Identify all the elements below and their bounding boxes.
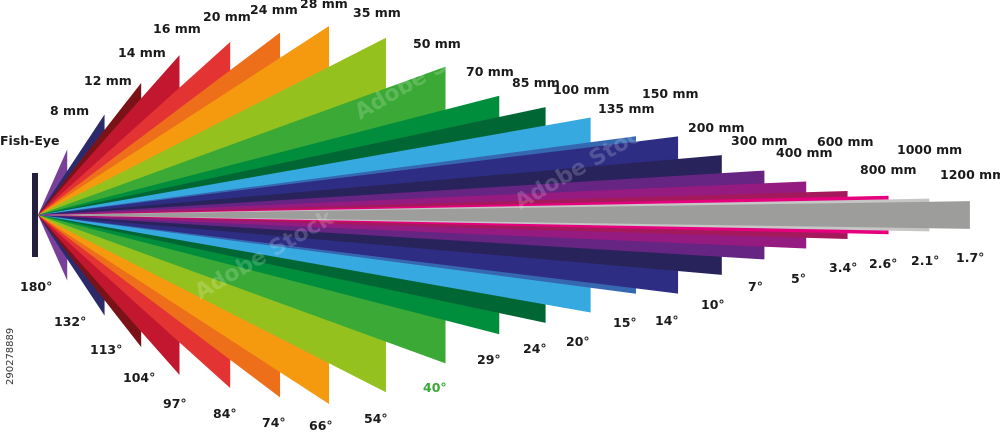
focal-length-label: 28 mm: [300, 0, 348, 11]
angle-of-view-label: 66°: [309, 418, 333, 433]
angle-of-view-label: 10°: [701, 297, 725, 312]
angle-of-view-label: 7°: [748, 279, 763, 294]
angle-of-view-label: 2.6°: [869, 256, 897, 271]
focal-length-label: 1200 mm: [940, 167, 1000, 182]
angle-of-view-label: 14°: [655, 313, 679, 328]
focal-length-label: 24 mm: [250, 2, 298, 17]
focal-length-label: 400 mm: [776, 145, 833, 160]
angle-of-view-label: 1.7°: [956, 250, 984, 265]
focal-length-label: 150 mm: [642, 86, 699, 101]
focal-length-label: 14 mm: [118, 45, 166, 60]
angle-of-view-label: 24°: [523, 341, 547, 356]
angle-of-view-label: 180°: [20, 279, 52, 294]
angle-of-view-label: 84°: [213, 406, 237, 421]
angle-of-view-label: 40°: [423, 380, 447, 395]
focal-length-label: 20 mm: [203, 9, 251, 24]
angle-of-view-label: 54°: [364, 411, 388, 426]
focal-length-label: 12 mm: [84, 73, 132, 88]
angle-of-view-label: 97°: [163, 396, 187, 411]
angle-of-view-label: 132°: [54, 314, 86, 329]
focal-length-label: Fish-Eye: [0, 133, 60, 148]
angle-wedge: [32, 173, 38, 257]
focal-length-label: 50 mm: [413, 36, 461, 51]
angle-of-view-label: 3.4°: [829, 260, 857, 275]
angle-of-view-label: 2.1°: [911, 253, 939, 268]
focal-length-label: 8 mm: [50, 103, 89, 118]
stock-id: 290278889: [5, 328, 16, 385]
angle-labels: 180° 132° 113°104° 97° 84° 74° 66° 54° 40° 29° 24°…: [20, 250, 984, 433]
focal-length-label: 70 mm: [466, 64, 514, 79]
angle-wedges: [32, 25, 970, 405]
angle-of-view-label: 74°: [262, 415, 286, 430]
watermark-text: Adobe Stock: [671, 0, 819, 65]
focal-length-label: 35 mm: [353, 5, 401, 20]
angle-of-view-label: 104°: [123, 370, 155, 385]
angle-of-view-label: 5°: [791, 271, 806, 286]
angle-of-view-label: 20°: [566, 334, 590, 349]
focal-length-label: 1000 mm: [897, 142, 962, 157]
focal-length-label: 100 mm: [553, 82, 610, 97]
focal-length-label: 300 mm: [731, 133, 788, 148]
angle-of-view-label: 113°: [90, 342, 122, 357]
focal-length-label: 85 mm: [512, 75, 560, 90]
focal-length-label: 135 mm: [598, 101, 655, 116]
angle-of-view-label: 29°: [477, 352, 501, 367]
focal-length-label: 600 mm: [817, 134, 874, 149]
angle-of-view-label: 15°: [613, 315, 637, 330]
focal-length-label: 200 mm: [688, 120, 745, 135]
focal-length-label: 16 mm: [153, 21, 201, 36]
focal-length-label: 800 mm: [860, 162, 917, 177]
angle-wedge: [38, 201, 970, 229]
